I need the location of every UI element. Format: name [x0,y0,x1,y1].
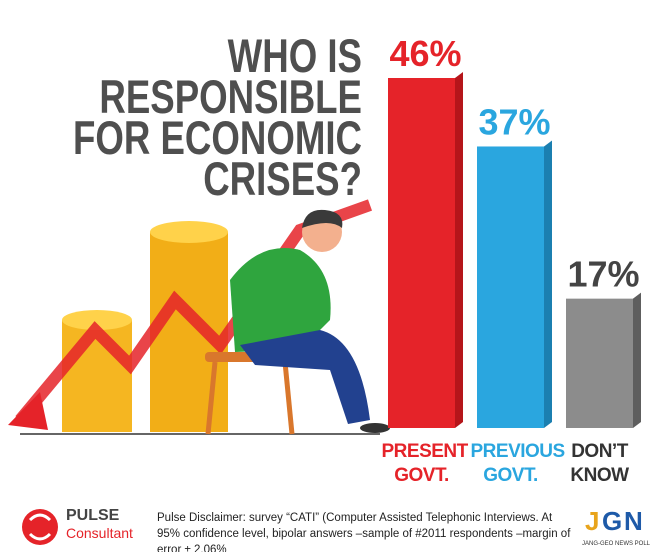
title-line: WHO IS [228,30,362,82]
title-line: FOR ECONOMIC [73,112,362,164]
bar-side [633,292,641,428]
illustration [8,199,390,435]
pulse-logo [22,509,58,545]
bar-side [455,72,463,428]
bar [477,146,544,428]
svg-text:J: J [585,506,599,536]
value-label: 17% [567,254,639,295]
svg-text:G: G [602,506,622,536]
bar [566,298,633,428]
value-label: 46% [389,33,461,74]
bar-side [544,140,552,428]
bar [388,78,455,428]
svg-text:N: N [624,506,643,536]
value-label: 37% [478,101,550,142]
jgn-logo: J G N [585,506,643,536]
category-label: DON’T KNOW [570,441,629,486]
title-line: RESPONSIBLE [99,71,362,123]
logo-caption: JANG-GEO NEWS POLL [582,541,651,547]
category-label: PREVIOUS GOVT. [470,441,566,486]
brand-sub: Consultant [66,525,133,541]
category-label: PRESENT GOVT. [381,441,469,486]
title-line: CRISES? [203,153,362,205]
brand: PULSE [66,507,120,524]
disclaimer: Pulse Disclaimer: survey “CATI” (Compute… [157,512,571,552]
